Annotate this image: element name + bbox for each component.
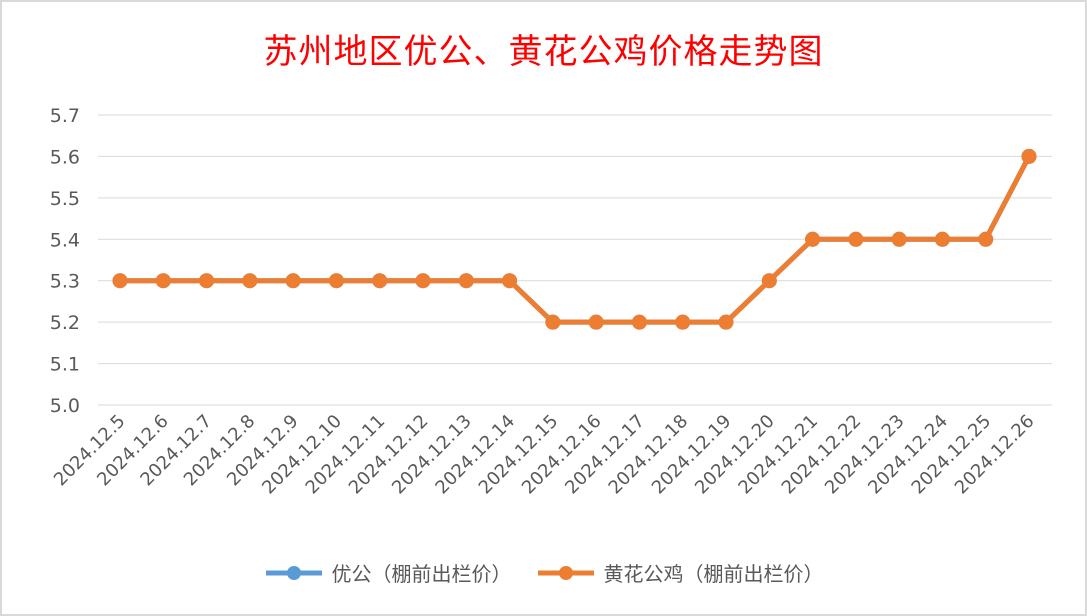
data-point [199,273,215,289]
data-point [328,273,344,289]
y-tick-label: 5.4 [50,229,80,251]
legend-swatch-0 [265,565,322,580]
data-point [242,273,258,289]
data-point [805,231,821,247]
data-point [285,273,301,289]
legend-label-0: 优公（棚前出栏价） [331,562,512,586]
data-point [718,314,734,330]
data-point [588,314,604,330]
series-1 [112,148,1037,330]
y-tick-label: 5.0 [50,395,80,417]
legend: 优公（棚前出栏价） 黄花公鸡（棚前出栏价） [2,558,1085,587]
data-point [155,273,171,289]
y-tick-label: 5.3 [50,271,80,293]
data-point [631,314,647,330]
y-tick-label: 5.2 [50,312,80,334]
data-point [761,273,777,289]
chart-title: 苏州地区优公、黄花公鸡价格走势图 [263,32,824,72]
data-point [502,273,518,289]
legend-swatch-1 [537,565,594,580]
y-tick-label: 5.5 [50,188,80,210]
legend-label-1: 黄花公鸡（棚前出栏价） [603,562,824,586]
x-axis-ticks: 2024.12.52024.12.62024.12.72024.12.82024… [50,411,1039,499]
series-line [120,155,1032,325]
data-point [415,273,431,289]
data-point [978,231,994,247]
y-tick-label: 5.1 [50,354,80,376]
data-point [112,273,128,289]
data-point [848,231,864,247]
data-point [545,314,561,330]
data-point [934,231,950,247]
data-point [891,231,907,247]
series-group [112,148,1037,330]
y-tick-label: 5.7 [50,105,80,127]
data-point [1021,148,1037,164]
data-point [675,314,691,330]
data-point [458,273,474,289]
y-axis-ticks: 5.0 5.1 5.2 5.3 5.4 5.5 5.6 5.7 [50,105,80,417]
data-point [372,273,388,289]
legend-item-1: 黄花公鸡（棚前出栏价） [536,558,824,587]
legend-item-0: 优公（棚前出栏价） [264,558,512,587]
gridlines [98,114,1052,406]
y-tick-label: 5.6 [50,146,80,168]
